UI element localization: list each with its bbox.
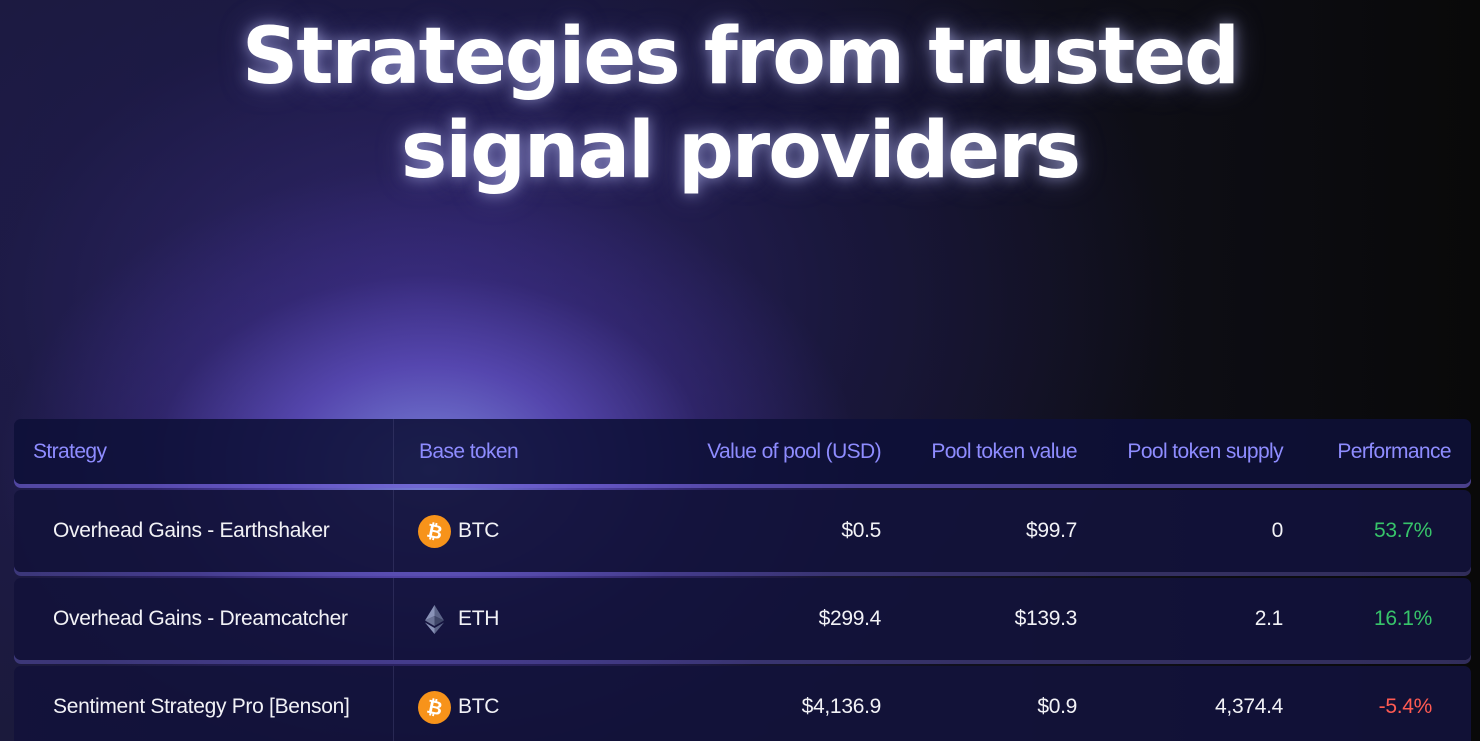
value-of-pool: $0.5	[841, 519, 881, 542]
page-title: Strategies from trusted signal providers	[242, 12, 1240, 196]
header-base-token[interactable]: Base token	[394, 419, 644, 484]
pool-token-supply-cell: 4,374.4	[1077, 666, 1283, 741]
pool-token-value: $99.7	[1025, 519, 1077, 542]
svg-text:₿: ₿	[425, 519, 444, 544]
strategy-name-cell: Overhead Gains - Earthshaker	[14, 490, 394, 572]
base-token-symbol: BTC	[458, 695, 500, 718]
pool-token-supply: 2.1	[1254, 607, 1284, 630]
table-row[interactable]: Overhead Gains - Dreamcatcher ETH $299	[14, 578, 1471, 660]
header-pool-token-value[interactable]: Pool token value	[881, 419, 1077, 484]
strategy-name: Overhead Gains - Earthshaker	[53, 519, 330, 542]
table-row[interactable]: Overhead Gains - Earthshaker ₿ BTC $0.5 …	[14, 490, 1471, 572]
performance-cell: 53.7%	[1283, 490, 1471, 572]
pool-token-supply: 4,374.4	[1215, 695, 1283, 718]
base-token-symbol: ETH	[458, 607, 500, 630]
base-token-cell: ETH	[394, 578, 644, 660]
header-strategy[interactable]: Strategy	[14, 419, 394, 484]
pool-token-supply-cell: 0	[1077, 490, 1284, 572]
value-of-pool: $4,136.9	[801, 695, 882, 718]
value-of-pool: $299.4	[818, 607, 882, 630]
performance-value: -5.4%	[1378, 695, 1433, 718]
performance-value: 53.7%	[1373, 519, 1432, 542]
strategy-name: Overhead Gains - Dreamcatcher	[53, 607, 348, 630]
pool-token-value-cell: $139.3	[881, 578, 1078, 660]
header-pool-token-supply[interactable]: Pool token supply	[1077, 419, 1283, 484]
strategy-name-cell: Overhead Gains - Dreamcatcher	[14, 578, 394, 660]
table-row[interactable]: Sentiment Strategy Pro [Benson] ₿ BTC $4…	[14, 666, 1471, 741]
pool-token-supply-cell: 2.1	[1077, 578, 1284, 660]
header-pool-token-value-label: Pool token value	[931, 439, 1077, 463]
value-of-pool-cell: $299.4	[644, 578, 882, 660]
table-header-row: Strategy Base token Value of pool (USD) …	[14, 419, 1471, 484]
strategy-name-cell: Sentiment Strategy Pro [Benson]	[14, 666, 394, 741]
value-of-pool-cell: $0.5	[644, 490, 881, 572]
eth-icon	[418, 603, 451, 636]
pool-token-value-cell: $0.9	[881, 666, 1077, 741]
strategy-name: Sentiment Strategy Pro [Benson]	[53, 695, 350, 718]
header-pool-token-supply-label: Pool token supply	[1127, 439, 1283, 463]
header-performance[interactable]: Performance	[1283, 419, 1471, 484]
header-value-of-pool-label: Value of pool (USD)	[707, 439, 881, 463]
svg-text:₿: ₿	[425, 695, 444, 720]
pool-token-value-cell: $99.7	[881, 490, 1077, 572]
pool-token-value: $139.3	[1014, 607, 1078, 630]
base-token-cell: ₿ BTC	[394, 490, 644, 572]
header-strategy-label: Strategy	[33, 439, 107, 463]
header-value-of-pool[interactable]: Value of pool (USD)	[644, 419, 881, 484]
value-of-pool-cell: $4,136.9	[644, 666, 882, 741]
header-base-token-label: Base token	[419, 439, 519, 463]
pool-token-supply: 0	[1271, 519, 1284, 542]
base-token-symbol: BTC	[458, 519, 500, 542]
strategies-table: Strategy Base token Value of pool (USD) …	[14, 419, 1471, 741]
btc-icon: ₿	[418, 690, 451, 724]
performance-value: 16.1%	[1373, 607, 1432, 630]
performance-cell: -5.4%	[1283, 666, 1471, 741]
header-performance-label: Performance	[1337, 439, 1451, 463]
performance-cell: 16.1%	[1283, 578, 1471, 660]
pool-token-value: $0.9	[1037, 695, 1077, 718]
btc-icon: ₿	[418, 514, 451, 548]
base-token-cell: ₿ BTC	[394, 666, 644, 741]
